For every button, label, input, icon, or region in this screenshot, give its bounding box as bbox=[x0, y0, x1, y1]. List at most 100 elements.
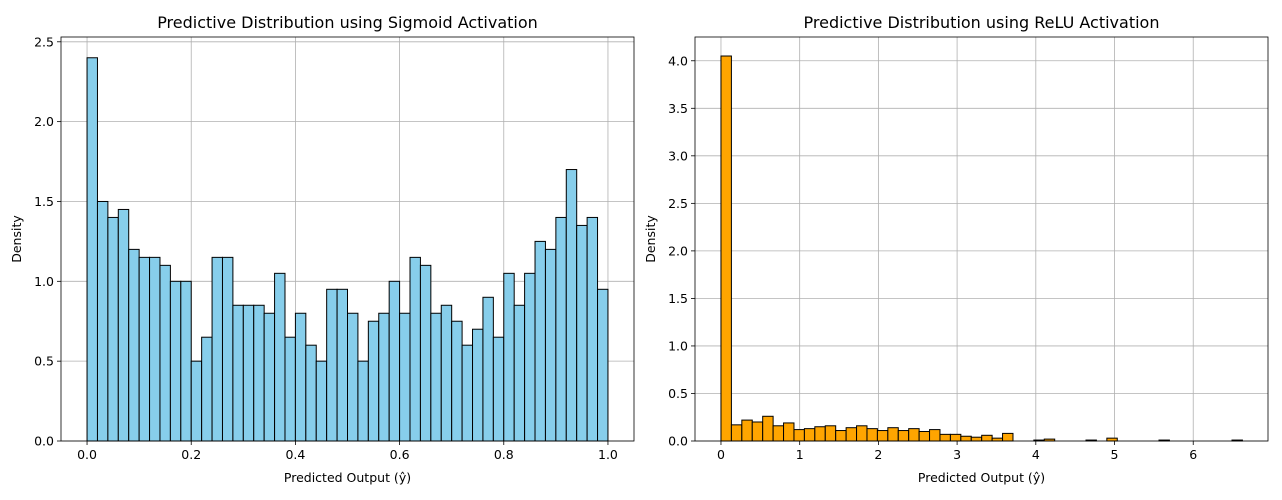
y-axis-label: Density bbox=[9, 215, 24, 263]
y-tick-label: 0.5 bbox=[668, 386, 688, 401]
y-tick-label: 1.5 bbox=[34, 194, 54, 209]
histogram-bar bbox=[751, 421, 764, 442]
histogram-bar bbox=[221, 256, 234, 442]
histogram-bar bbox=[1002, 432, 1014, 442]
sigmoid-histogram-panel: 0.0 0.2 0.4 0.6 0.8 1.0 0.0 0.5 1.0 1.5 2.0 2.5 Pr… bbox=[9, 13, 635, 485]
histogram-bar bbox=[263, 312, 276, 442]
histogram-bar bbox=[960, 435, 972, 442]
x-tick-label: 4 bbox=[1032, 447, 1040, 462]
histogram-bar bbox=[555, 216, 567, 442]
histogram-bar bbox=[513, 304, 526, 442]
y-tick-label: 0.5 bbox=[34, 354, 54, 369]
x-tick-label: 0.8 bbox=[494, 447, 514, 462]
histogram-bar bbox=[741, 419, 753, 442]
histogram-bar bbox=[451, 320, 463, 442]
histogram-bar bbox=[367, 320, 380, 442]
histogram-bar bbox=[315, 360, 328, 442]
x-tick-label: 0.4 bbox=[285, 447, 305, 462]
histogram-bar bbox=[440, 304, 453, 442]
y-tick-label: 1.5 bbox=[668, 291, 688, 306]
histogram-bar bbox=[336, 288, 348, 442]
histogram-bar bbox=[284, 336, 296, 442]
y-tick-label: 3.0 bbox=[668, 148, 688, 163]
histogram-bar bbox=[274, 272, 286, 442]
y-tick-label: 2.0 bbox=[668, 243, 688, 258]
histogram-bar bbox=[908, 428, 920, 442]
histogram-bar bbox=[981, 434, 993, 442]
y-tick-label: 0.0 bbox=[668, 434, 688, 449]
histogram-bar bbox=[149, 256, 161, 442]
histogram-bar bbox=[232, 304, 244, 442]
histogram-bar bbox=[565, 169, 578, 442]
histogram-bar bbox=[305, 344, 317, 442]
histogram-bar bbox=[169, 280, 182, 442]
histogram-bar bbox=[929, 429, 941, 442]
x-tick-label: 3 bbox=[953, 447, 961, 462]
x-tick-label: 0.0 bbox=[77, 447, 97, 462]
histogram-bar bbox=[419, 264, 432, 442]
relu-histogram-panel: 0 1 2 3 4 5 6 0.0 0.5 1.0 1.5 2.0 2.5 3.0 3.5 4.0 Pred… bbox=[643, 13, 1269, 485]
histogram-bar bbox=[534, 240, 546, 442]
histogram-bar bbox=[159, 264, 171, 442]
histogram-bar bbox=[388, 280, 401, 442]
histogram-bar bbox=[970, 436, 983, 442]
histogram-bar bbox=[482, 296, 494, 442]
histogram-bar bbox=[866, 428, 878, 442]
y-tick-label: 0.0 bbox=[34, 434, 54, 449]
histogram-bar bbox=[294, 312, 307, 442]
histogram-bar bbox=[201, 336, 213, 442]
histogram-bar bbox=[326, 288, 338, 442]
y-tick-label: 2.5 bbox=[668, 196, 688, 211]
histogram-bar bbox=[918, 430, 931, 442]
y-tick-label: 3.5 bbox=[668, 101, 688, 116]
histogram-bar bbox=[793, 429, 805, 442]
x-tick-label: 1 bbox=[796, 447, 804, 462]
histogram-bar bbox=[824, 425, 837, 442]
histogram-bar bbox=[399, 312, 411, 442]
x-axis-label: Predicted Output (ŷ) bbox=[918, 470, 1045, 485]
histogram-bar bbox=[586, 216, 599, 442]
histogram-bar bbox=[96, 200, 109, 442]
histogram-bar bbox=[378, 312, 390, 442]
x-tick-label: 0 bbox=[717, 447, 725, 462]
histogram-bar bbox=[762, 415, 774, 442]
histogram-bar bbox=[492, 336, 505, 442]
histogram-bar bbox=[835, 430, 847, 442]
chart-title: Predictive Distribution using ReLU Activ… bbox=[804, 13, 1160, 32]
histogram-bar bbox=[814, 426, 826, 442]
histogram-bar bbox=[1106, 437, 1118, 442]
y-tick-label: 2.0 bbox=[34, 114, 54, 129]
histogram-bar bbox=[180, 280, 192, 442]
y-axis-label: Density bbox=[643, 215, 658, 263]
histogram-bar bbox=[845, 427, 858, 442]
histogram-bar bbox=[117, 208, 130, 442]
histogram-bar bbox=[347, 312, 359, 442]
x-tick-label: 0.6 bbox=[390, 447, 410, 462]
histogram-bar bbox=[991, 437, 1004, 442]
histogram-bar bbox=[949, 433, 962, 442]
histogram-bar bbox=[939, 433, 951, 442]
histogram-bar bbox=[730, 424, 743, 442]
histogram-bar bbox=[190, 360, 203, 442]
histogram-bar bbox=[576, 224, 588, 442]
histogram-bar bbox=[720, 55, 732, 442]
histogram-bar bbox=[597, 288, 609, 442]
histogram-bar bbox=[897, 430, 910, 442]
histogram-bar bbox=[887, 427, 899, 442]
chart-title: Predictive Distribution using Sigmoid Ac… bbox=[157, 13, 538, 32]
histogram-bar bbox=[544, 248, 557, 442]
axes-frame bbox=[60, 36, 635, 442]
histogram-bar bbox=[409, 256, 421, 442]
histogram-bar bbox=[253, 304, 265, 442]
histogram-bar bbox=[107, 216, 119, 442]
y-tick-label: 1.0 bbox=[34, 274, 54, 289]
histogram-bar bbox=[783, 422, 795, 442]
x-tick-label: 2 bbox=[874, 447, 882, 462]
x-tick-label: 1.0 bbox=[598, 447, 618, 462]
histogram-bar bbox=[524, 272, 536, 442]
x-axis-label: Predicted Output (ŷ) bbox=[284, 470, 411, 485]
histogram-bar bbox=[803, 428, 816, 442]
histogram-bar bbox=[86, 57, 98, 442]
histogram-bar bbox=[357, 360, 369, 442]
x-tick-label: 6 bbox=[1189, 447, 1197, 462]
